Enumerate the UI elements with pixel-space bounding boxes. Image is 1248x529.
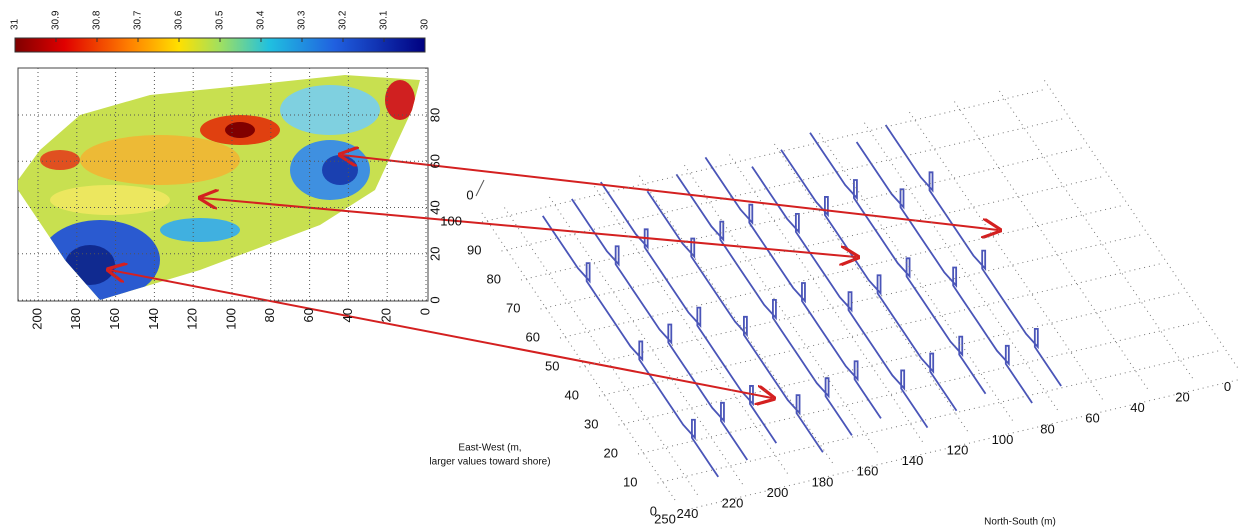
map-x-tick-label: 80: [262, 308, 277, 322]
ew-tick-label: 10: [623, 474, 637, 489]
grid-line: [540, 176, 1104, 310]
ew-tick-label: 100: [440, 213, 462, 228]
ew-tick-label: 90: [467, 242, 481, 257]
colorbar-tick-label: 30.4: [256, 10, 267, 30]
colorbar-tick-label: 30.3: [297, 10, 308, 30]
map-x-tick-label: 140: [146, 308, 161, 330]
ew-tick-label: 50: [545, 358, 559, 373]
vertical-axis-tick: [475, 179, 485, 197]
colorbar-tick-label: 30.5: [215, 10, 226, 30]
ns-tick-label: 120: [947, 443, 969, 458]
map-x-tick-label: 160: [107, 308, 122, 330]
grid-line: [559, 205, 1123, 339]
ew-tick-label: 40: [565, 387, 579, 402]
map-x-tick-label: 100: [223, 308, 238, 330]
ew-tick-label: 30: [584, 416, 598, 431]
ns-tick-label: 140: [902, 453, 924, 468]
grid-line: [520, 147, 1084, 281]
track-line: [884, 124, 1062, 387]
map-y-tick-label: 40: [427, 200, 442, 214]
ew-tick-label: 0: [650, 503, 657, 518]
grid-line: [579, 234, 1143, 368]
ns-tick-label: 160: [857, 464, 879, 479]
map-x-tick-label: 120: [185, 308, 200, 330]
ns-tick-label: 180: [812, 474, 834, 489]
grid-line: [1042, 77, 1238, 368]
map-x-tick-label: 20: [379, 308, 394, 322]
ns-tick-label: 0: [1224, 379, 1231, 394]
ew-tick-label: 20: [604, 445, 618, 460]
survey-tracks: [542, 124, 1062, 478]
grid-line: [952, 98, 1148, 389]
track-line: [809, 132, 987, 395]
ew-tick-label: 70: [506, 300, 520, 315]
ns-tick-label: 100: [992, 432, 1014, 447]
ns-tick-label: 200: [767, 485, 789, 500]
ew-tick-label: 60: [526, 329, 540, 344]
colorbar-tick-label: 30.8: [92, 10, 103, 30]
grid-line: [502, 204, 698, 495]
vertical-tick-label: 0: [466, 187, 473, 202]
map-x-tick-label: 60: [301, 308, 316, 322]
ns-tick-label: 60: [1085, 411, 1099, 426]
colorbar-tick-label: 30.1: [379, 10, 390, 30]
ew-tick-label: 80: [487, 271, 501, 286]
ns-tick-label: 250: [654, 511, 676, 526]
grid-line: [657, 350, 1221, 484]
colorbar-tick-label: 30: [420, 18, 431, 30]
colorbar-tick-label: 30.9: [51, 10, 62, 30]
grid-line: [618, 292, 1182, 426]
ew-label-2: larger values toward shore): [429, 457, 550, 468]
colorbar-tick-label: 30.7: [133, 10, 144, 30]
map-x-tick-label: 200: [29, 308, 44, 330]
map-x-tick-label: 180: [68, 308, 83, 330]
colorbar-tick-label: 31: [10, 18, 21, 30]
grid-line: [862, 119, 1058, 411]
ns-tick-label: 40: [1130, 400, 1144, 415]
grid-line: [501, 118, 1065, 252]
track-line: [855, 141, 1033, 404]
ns-label: North-South (m): [984, 517, 1056, 528]
map-y-tick-label: 80: [427, 108, 442, 122]
map-x-tick-label: 0: [417, 308, 432, 315]
colorbar-tick-label: 30.2: [338, 10, 349, 30]
map-y-tick-label: 60: [427, 154, 442, 168]
map-y-tick-label: 20: [427, 247, 442, 261]
ns-tick-label: 220: [722, 496, 744, 511]
colorbar-tick-label: 30.6: [174, 10, 185, 30]
grid-line: [637, 172, 833, 464]
map-y-tick-label: 0: [427, 296, 442, 303]
ns-tick-label: 20: [1175, 390, 1189, 405]
grid-line: [817, 130, 1013, 421]
map-x-tick-label: 40: [340, 308, 355, 322]
grid-line: [592, 183, 788, 474]
ns-tick-label: 80: [1040, 421, 1054, 436]
ew-label-1: East-West (m,: [458, 443, 521, 454]
grid-line: [481, 89, 1045, 223]
ns-tick-label: 240: [677, 506, 699, 521]
